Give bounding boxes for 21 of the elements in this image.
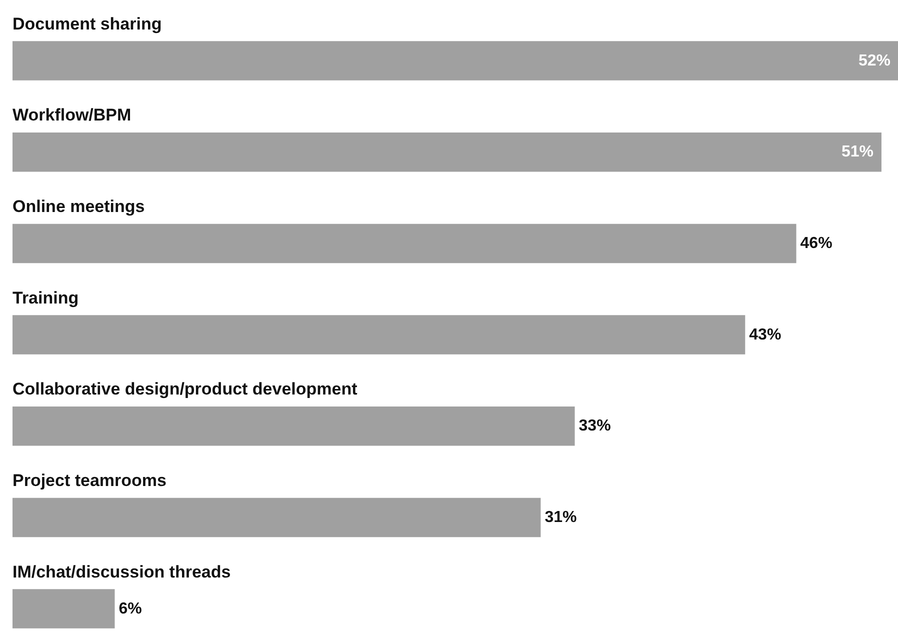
data-label: 51%	[841, 144, 874, 161]
y-tick-label: IM/chat/discussion threads	[12, 562, 231, 582]
y-tick-label: Project teamrooms	[12, 471, 166, 490]
data-label: 52%	[858, 52, 891, 70]
bar	[12, 406, 575, 446]
bar	[12, 498, 541, 538]
data-label: 33%	[578, 418, 611, 435]
y-tick-label: Online meetings	[12, 197, 145, 216]
y-tick-label: Collaborative design/product development	[12, 380, 358, 399]
y-tick-label: Workflow/BPM	[12, 106, 132, 125]
bar	[12, 315, 746, 354]
bar	[12, 132, 882, 172]
bar	[12, 589, 115, 628]
data-label: 31%	[544, 508, 577, 526]
y-tick-label: Document sharing	[12, 14, 162, 34]
data-label: 43%	[749, 326, 782, 344]
bar	[12, 41, 898, 80]
bar	[12, 224, 796, 264]
data-label: 46%	[800, 234, 832, 252]
y-tick-label: Training	[12, 288, 79, 308]
data-label: 6%	[118, 600, 142, 618]
